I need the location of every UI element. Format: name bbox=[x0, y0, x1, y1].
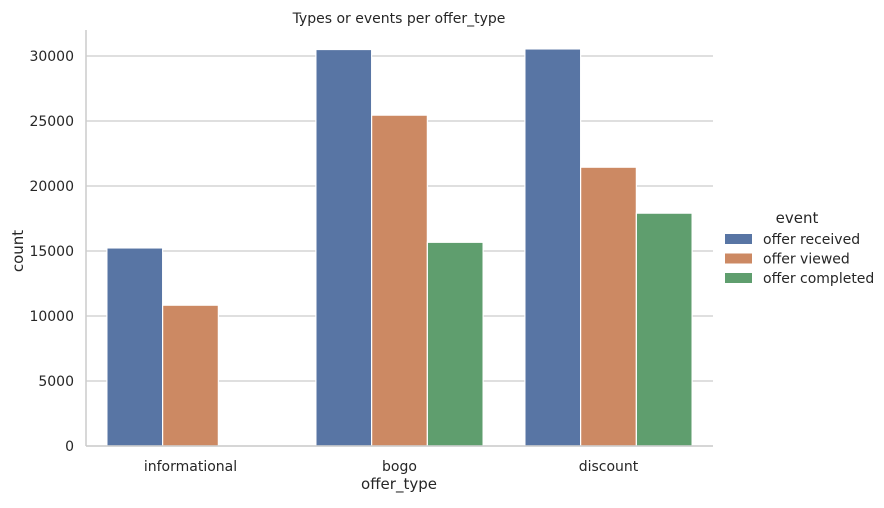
legend-label: offer viewed bbox=[763, 252, 850, 268]
legend: event offer received offer viewed offer co… bbox=[725, 209, 874, 287]
x-tick-label: discount bbox=[579, 459, 639, 475]
bar-offer-completed-bogo bbox=[426, 241, 484, 447]
axes bbox=[85, 30, 713, 447]
bar-offer-received-discount bbox=[524, 48, 582, 447]
bar-offer-viewed-discount bbox=[580, 166, 637, 447]
y-tick-label: 20000 bbox=[29, 179, 74, 195]
y-tick-label: 30000 bbox=[29, 49, 74, 65]
bar-offer-received-bogo bbox=[315, 48, 373, 447]
x-tick-labels: informational bogo discount bbox=[144, 459, 639, 475]
legend-label: offer completed bbox=[763, 271, 874, 287]
bar-offer-viewed-bogo bbox=[371, 114, 428, 447]
y-tick-label: 0 bbox=[65, 439, 74, 455]
legend-swatch bbox=[725, 253, 752, 264]
bars bbox=[106, 48, 693, 447]
bar-offer-received-informational bbox=[106, 247, 164, 447]
y-axis-label: count bbox=[9, 230, 27, 272]
x-tick-label: informational bbox=[144, 459, 237, 475]
legend-title: event bbox=[776, 209, 819, 227]
x-tick-label: bogo bbox=[382, 459, 417, 475]
y-tick-labels: 0 5000 10000 15000 20000 25000 30000 bbox=[29, 49, 74, 455]
legend-swatch bbox=[725, 273, 752, 283]
y-tick-label: 5000 bbox=[38, 374, 74, 390]
legend-swatch bbox=[725, 234, 752, 244]
y-tick-label: 10000 bbox=[29, 309, 74, 325]
bar-offer-viewed-informational bbox=[162, 304, 219, 447]
y-tick-label: 15000 bbox=[29, 244, 74, 260]
legend-label: offer received bbox=[763, 232, 860, 248]
chart-title: Types or events per offer_type bbox=[292, 11, 506, 27]
bar-offer-completed-discount bbox=[635, 212, 693, 447]
y-tick-label: 25000 bbox=[29, 114, 74, 130]
x-axis-label: offer_type bbox=[361, 475, 437, 494]
legend-items: offer received offer viewed offer complete… bbox=[725, 232, 874, 287]
